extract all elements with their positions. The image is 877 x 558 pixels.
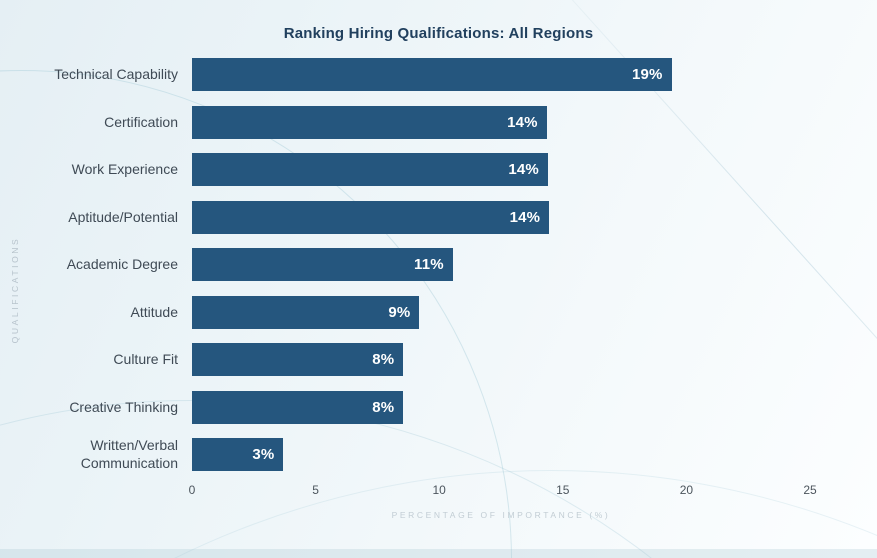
bar-track: 8% — [192, 390, 810, 424]
bar[interactable]: 8% — [192, 390, 404, 424]
category-label: Creative Thinking — [69, 398, 178, 415]
bar[interactable]: 19% — [192, 58, 672, 92]
bar-track: 8% — [192, 343, 810, 377]
bar[interactable]: 14% — [192, 105, 547, 139]
bar-track: 3% — [192, 438, 810, 472]
category-label: Culture Fit — [113, 351, 178, 367]
bar-row: Written/Verbal Communication 3% — [0, 431, 877, 479]
bar-row: Work Experience 14% — [0, 146, 877, 194]
bar-track: 19% — [192, 58, 810, 92]
x-tick-label: 25 — [803, 483, 817, 497]
bar[interactable]: 8% — [192, 343, 404, 377]
x-axis-ticks: 0 5 10 15 20 25 — [188, 483, 817, 499]
bar[interactable]: 14% — [192, 153, 548, 187]
x-tick-label: 15 — [556, 483, 570, 497]
category-label: Academic Degree — [66, 256, 178, 272]
bar-rows-container: Technical Capability 19% Certification 14% W… — [0, 51, 877, 479]
x-tick-label: 0 — [188, 483, 196, 497]
bar-row: Aptitude/Potential 14% — [0, 194, 877, 242]
bar-value-label: 19% — [631, 66, 663, 84]
bar-track: 14% — [192, 153, 810, 187]
x-axis-label: PERCENTAGE OF IMPORTANCE (%) — [391, 510, 611, 520]
bar-row: Attitude 9% — [0, 289, 877, 337]
x-tick-label: 5 — [312, 483, 319, 497]
bar-row: Technical Capability 19% — [0, 51, 877, 99]
bar[interactable]: 3% — [192, 438, 284, 472]
bar-value-label: 3% — [252, 446, 275, 464]
bar-value-label: 14% — [509, 208, 541, 226]
bar-track: 11% — [192, 248, 810, 282]
bar-value-label: 14% — [508, 161, 539, 179]
category-label: Work Experience — [71, 161, 178, 177]
background-bottom-band — [0, 549, 877, 558]
bar[interactable]: 9% — [192, 295, 420, 329]
bar-track: 14% — [192, 200, 810, 234]
bar-row: Creative Thinking 8% — [0, 384, 877, 432]
bar-value-label: 11% — [413, 256, 444, 274]
category-label: Attitude — [130, 303, 178, 320]
bar-value-label: 14% — [507, 113, 538, 131]
x-tick-label: 20 — [679, 483, 694, 497]
x-tick-label: 10 — [432, 483, 446, 497]
bar-row: Academic Degree 11% — [0, 241, 877, 289]
category-label: Technical Capability — [54, 66, 178, 82]
bar-value-label: 9% — [388, 303, 411, 321]
category-label: Certification — [104, 113, 178, 130]
bar-row: Culture Fit 8% — [0, 336, 877, 384]
bar-track: 9% — [192, 295, 810, 329]
category-label: Written/Verbal Communication — [80, 437, 178, 471]
bar-track: 14% — [192, 105, 810, 139]
bar-row: Certification 14% — [0, 99, 877, 147]
bar-value-label: 8% — [372, 351, 395, 369]
bar[interactable]: 14% — [192, 200, 550, 234]
bar-value-label: 8% — [372, 398, 395, 416]
bar[interactable]: 11% — [192, 248, 453, 282]
category-label: Aptitude/Potential — [68, 208, 178, 225]
chart-title: Ranking Hiring Qualifications: All Regio… — [283, 25, 594, 42]
